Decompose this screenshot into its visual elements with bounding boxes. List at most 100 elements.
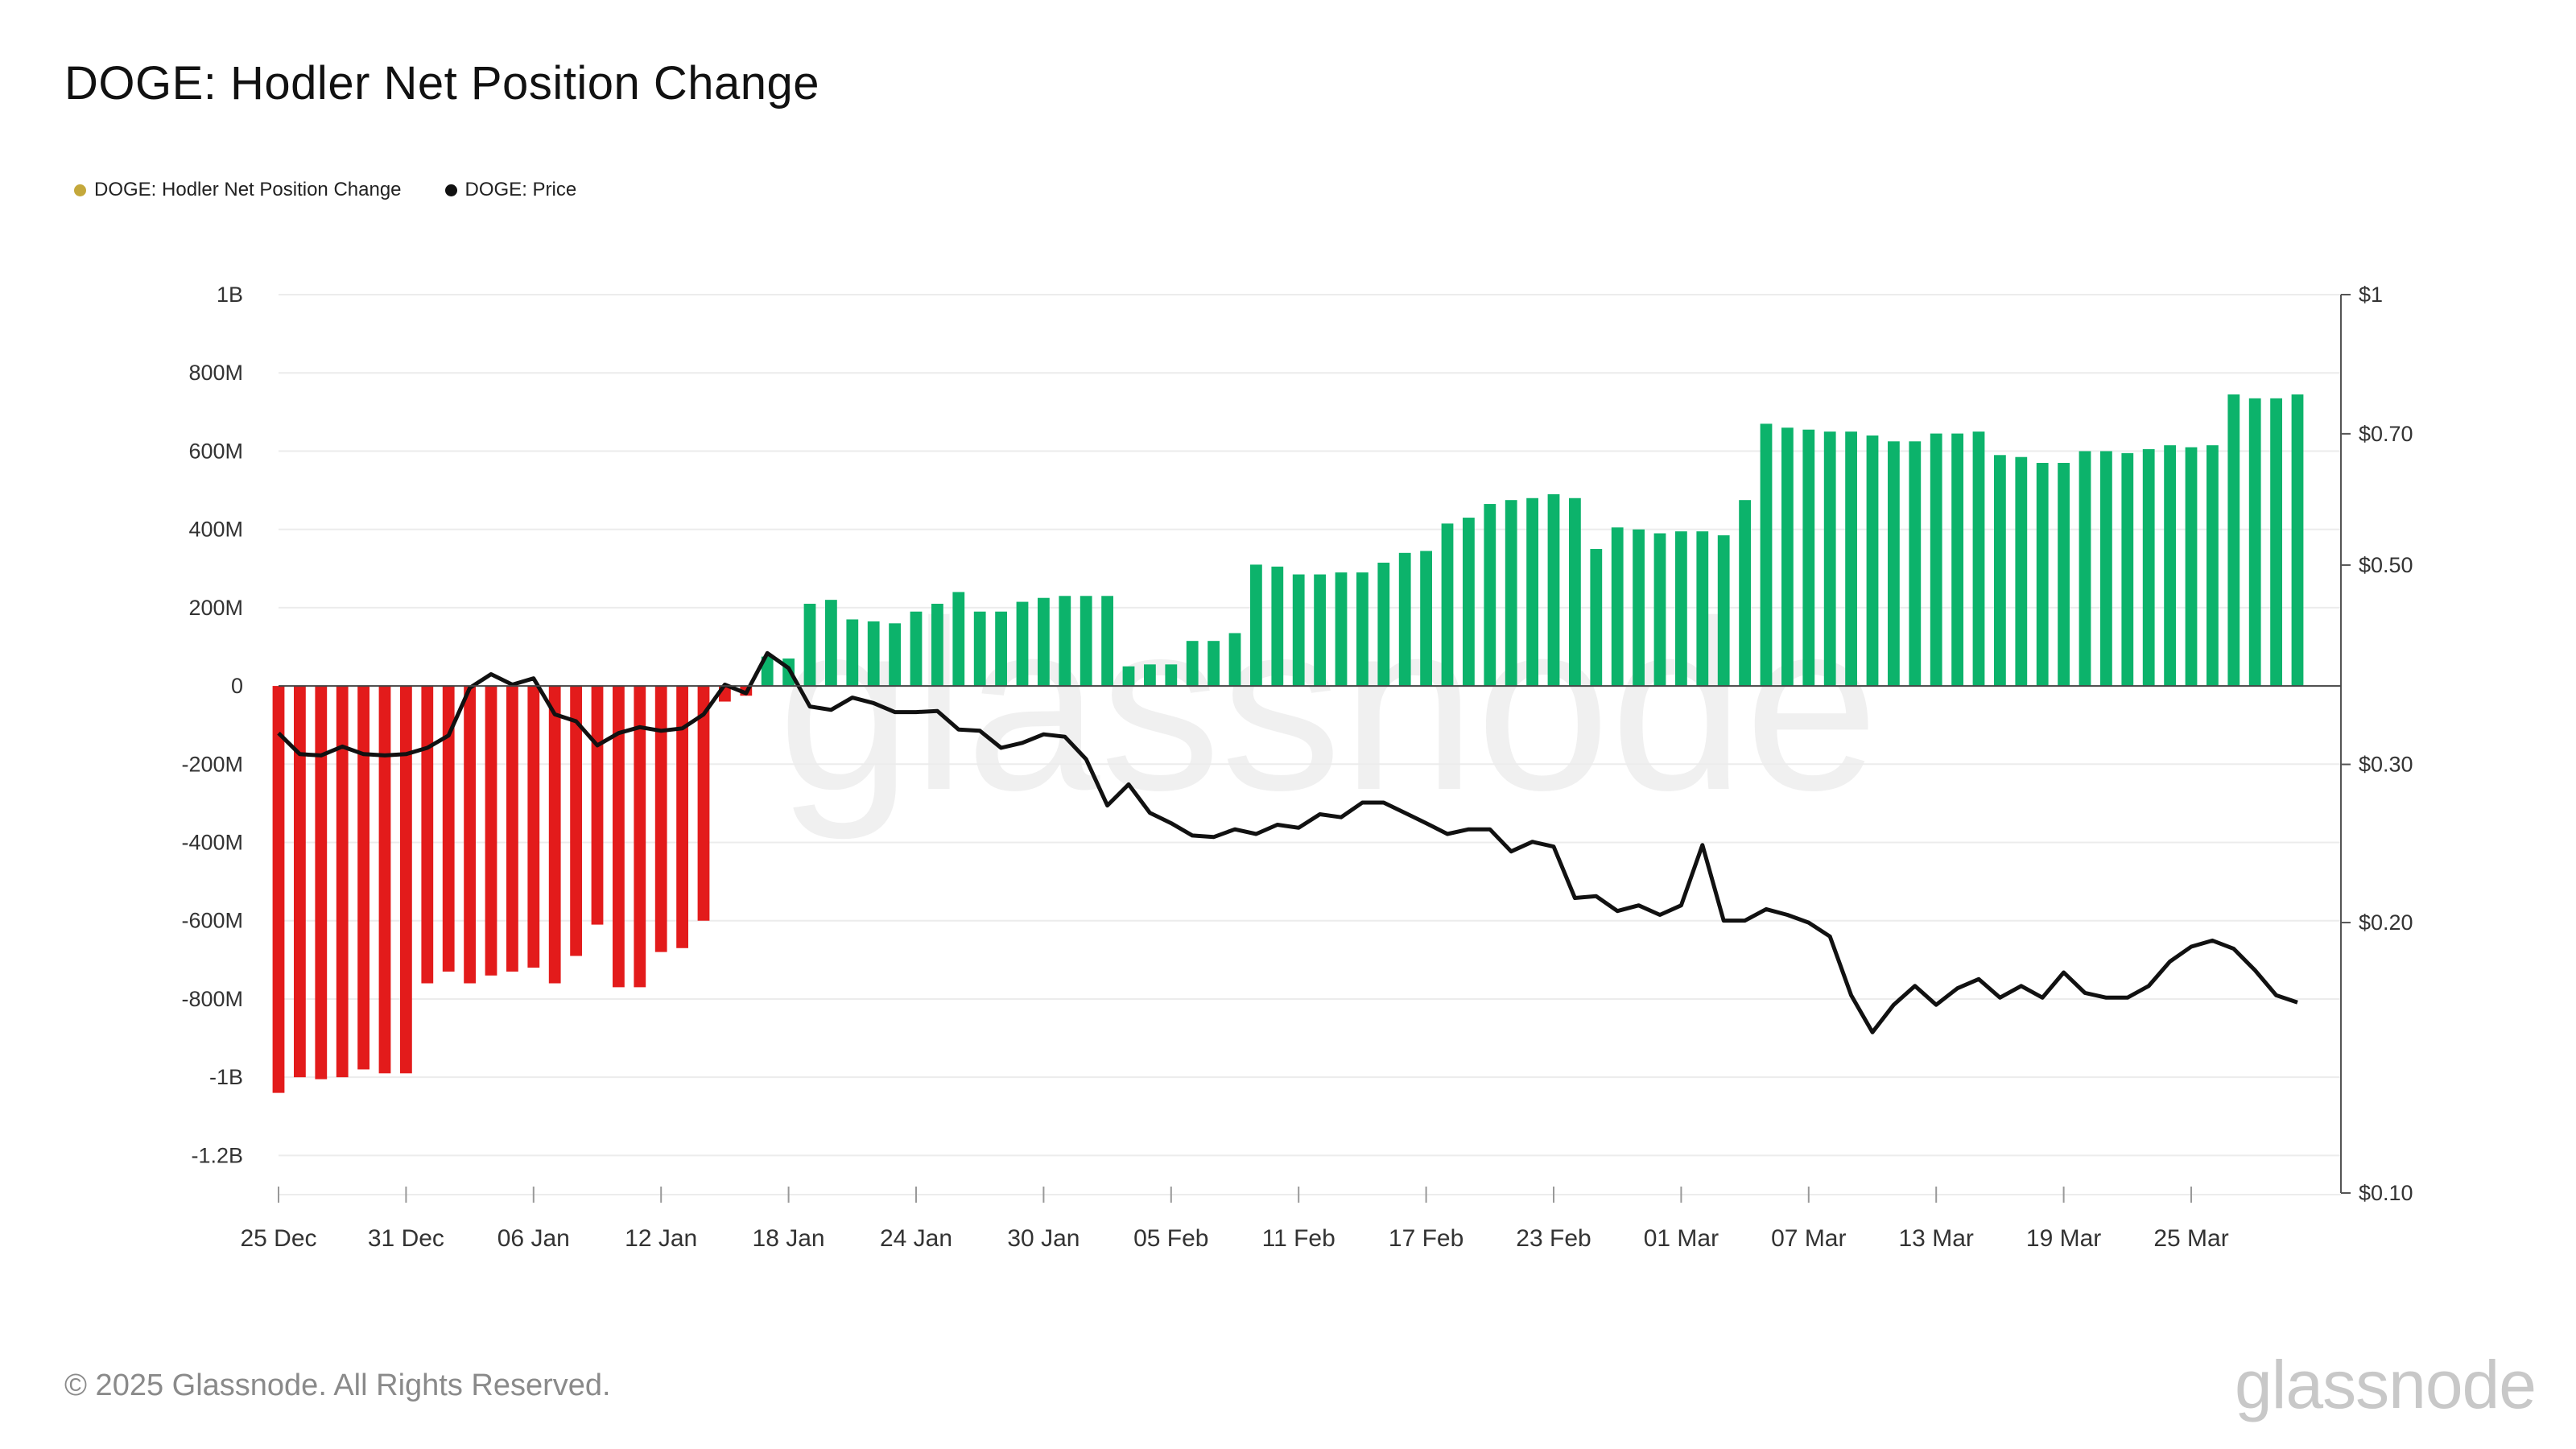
bar[interactable] bbox=[825, 600, 837, 687]
bar[interactable] bbox=[1101, 596, 1113, 687]
bar[interactable] bbox=[1590, 548, 1603, 687]
bar[interactable] bbox=[1059, 596, 1071, 687]
bar[interactable] bbox=[1611, 527, 1624, 687]
bar[interactable] bbox=[506, 686, 518, 972]
bar[interactable] bbox=[1845, 431, 1857, 687]
bar[interactable] bbox=[315, 686, 328, 1080]
bar[interactable] bbox=[2100, 451, 2112, 687]
bar[interactable] bbox=[1292, 574, 1305, 687]
bar[interactable] bbox=[1484, 504, 1496, 687]
y-tick-label-right: $0.70 bbox=[2359, 422, 2413, 446]
bar[interactable] bbox=[464, 686, 476, 984]
bar[interactable] bbox=[1122, 666, 1135, 687]
bar[interactable] bbox=[889, 623, 901, 687]
bar[interactable] bbox=[2291, 394, 2304, 687]
bar[interactable] bbox=[1802, 429, 1815, 687]
bar[interactable] bbox=[378, 686, 391, 1074]
bar[interactable] bbox=[272, 686, 285, 1093]
bar[interactable] bbox=[1653, 533, 1666, 687]
bar[interactable] bbox=[2207, 445, 2219, 687]
bar[interactable] bbox=[1972, 431, 1985, 687]
bar[interactable] bbox=[1951, 433, 1963, 687]
bar[interactable] bbox=[2079, 451, 2091, 687]
bar[interactable] bbox=[803, 604, 816, 687]
bar[interactable] bbox=[336, 686, 349, 1078]
bar[interactable] bbox=[1271, 566, 1284, 687]
bar[interactable] bbox=[2185, 447, 2198, 687]
bar[interactable] bbox=[1038, 597, 1050, 687]
bar[interactable] bbox=[421, 686, 434, 984]
bar[interactable] bbox=[1760, 423, 1773, 687]
bar[interactable] bbox=[676, 686, 688, 948]
bar[interactable] bbox=[485, 686, 497, 976]
y-tick-label-right: $0.50 bbox=[2359, 553, 2413, 577]
bar[interactable] bbox=[1186, 641, 1199, 687]
bar[interactable] bbox=[2270, 398, 2282, 687]
bar[interactable] bbox=[1866, 435, 1879, 687]
bar[interactable] bbox=[1675, 531, 1687, 687]
bar[interactable] bbox=[1739, 500, 1751, 687]
bar[interactable] bbox=[1228, 633, 1241, 687]
bar[interactable] bbox=[1526, 497, 1538, 687]
bar[interactable] bbox=[1016, 601, 1029, 687]
bar[interactable] bbox=[1888, 441, 1900, 687]
bar[interactable] bbox=[867, 621, 880, 687]
bar[interactable] bbox=[2036, 463, 2049, 687]
bar[interactable] bbox=[442, 686, 455, 972]
bar[interactable] bbox=[591, 686, 604, 925]
bar[interactable] bbox=[1569, 497, 1581, 687]
bar[interactable] bbox=[1823, 431, 1836, 687]
bar[interactable] bbox=[2227, 394, 2240, 687]
bar[interactable] bbox=[1696, 531, 1709, 687]
x-tick-label: 07 Mar bbox=[1771, 1225, 1846, 1252]
bar[interactable] bbox=[846, 619, 859, 687]
bar[interactable] bbox=[1250, 564, 1262, 687]
bar[interactable] bbox=[1633, 529, 1645, 687]
bar[interactable] bbox=[697, 686, 710, 921]
bar[interactable] bbox=[1463, 518, 1475, 687]
bar[interactable] bbox=[952, 592, 965, 687]
bar[interactable] bbox=[995, 611, 1007, 687]
bar[interactable] bbox=[654, 686, 667, 952]
bar[interactable] bbox=[1165, 664, 1178, 687]
bar[interactable] bbox=[1930, 433, 1942, 687]
bar[interactable] bbox=[1208, 641, 1220, 687]
bar[interactable] bbox=[1144, 664, 1156, 687]
bar[interactable] bbox=[1377, 562, 1390, 687]
bar[interactable] bbox=[1505, 500, 1517, 687]
bar[interactable] bbox=[1909, 441, 1922, 687]
bar[interactable] bbox=[357, 686, 369, 1070]
bar[interactable] bbox=[294, 686, 306, 1078]
bar[interactable] bbox=[1080, 596, 1092, 687]
bar[interactable] bbox=[2248, 398, 2261, 687]
bar[interactable] bbox=[1356, 572, 1368, 687]
bar[interactable] bbox=[1781, 427, 1794, 687]
bar[interactable] bbox=[1335, 572, 1348, 687]
bar[interactable] bbox=[527, 686, 540, 968]
bar[interactable] bbox=[1314, 574, 1326, 687]
bar[interactable] bbox=[400, 686, 412, 1074]
price-line[interactable] bbox=[277, 650, 2298, 1034]
bar[interactable] bbox=[1547, 493, 1560, 687]
bar[interactable] bbox=[1420, 551, 1432, 687]
bar[interactable] bbox=[1717, 535, 1730, 687]
bar[interactable] bbox=[613, 686, 625, 988]
bar[interactable] bbox=[570, 686, 582, 956]
bar[interactable] bbox=[910, 611, 923, 687]
bar[interactable] bbox=[2164, 445, 2176, 687]
bar[interactable] bbox=[1441, 523, 1454, 687]
bar[interactable] bbox=[634, 686, 646, 988]
bar[interactable] bbox=[931, 604, 943, 687]
bar[interactable] bbox=[2015, 456, 2028, 687]
legend-item-price[interactable]: DOGE: Price bbox=[444, 179, 576, 201]
bar[interactable] bbox=[548, 686, 561, 984]
bar[interactable] bbox=[2142, 449, 2155, 687]
bar[interactable] bbox=[2121, 452, 2134, 687]
bar[interactable] bbox=[973, 611, 986, 687]
bar[interactable] bbox=[761, 656, 774, 687]
legend-item-net-position[interactable]: DOGE: Hodler Net Position Change bbox=[74, 179, 402, 201]
bar[interactable] bbox=[1994, 455, 2006, 687]
bar[interactable] bbox=[1398, 552, 1411, 687]
bar[interactable] bbox=[2058, 463, 2070, 687]
